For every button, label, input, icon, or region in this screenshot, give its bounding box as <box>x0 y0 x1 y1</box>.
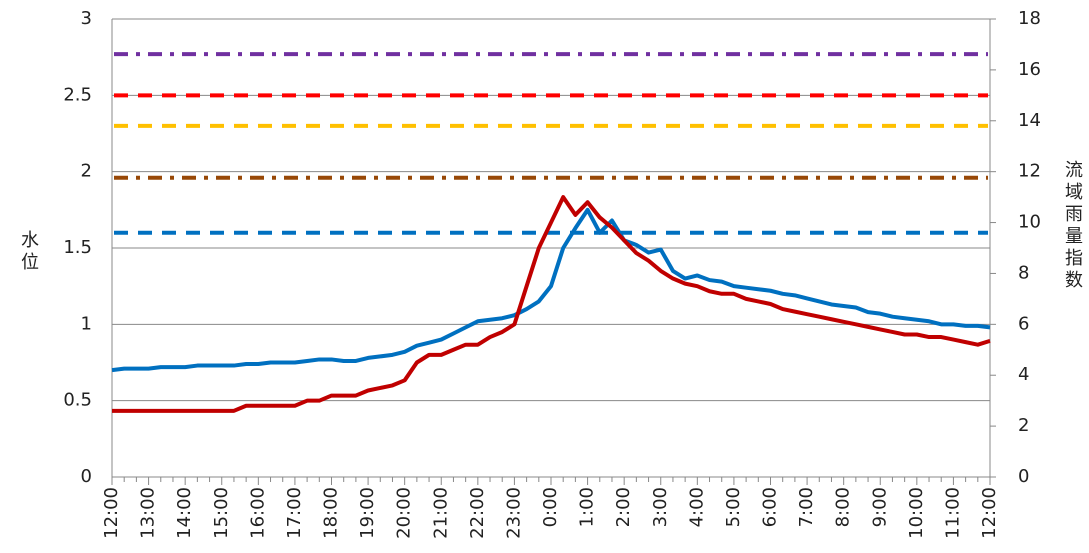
x-tick-label: 2:00 <box>613 487 634 527</box>
x-tick-label: 9:00 <box>869 487 890 527</box>
y2-tick-label: 2 <box>1018 415 1029 436</box>
x-tick-label: 17:00 <box>284 487 305 539</box>
x-tick-label: 1:00 <box>577 487 598 527</box>
series-line <box>111 207 991 373</box>
x-tick-label: 20:00 <box>394 487 415 539</box>
x-tick-label: 11:00 <box>942 487 963 539</box>
y2-tick-label: 10 <box>1018 212 1041 233</box>
y-tick-label: 3 <box>81 8 92 29</box>
x-tick-label: 7:00 <box>796 487 817 527</box>
x-tick-label: 16:00 <box>247 487 268 539</box>
y2-tick-label: 16 <box>1018 59 1041 80</box>
y2-tick-label: 14 <box>1018 110 1041 131</box>
y-tick-label: 0.5 <box>63 390 92 411</box>
x-tick-label: 22:00 <box>467 487 488 539</box>
y-axis-title: 水位 <box>18 230 39 274</box>
y2-tick-label: 4 <box>1018 364 1029 385</box>
y2-tick-label: 12 <box>1018 161 1041 182</box>
y-tick-label: 1.5 <box>63 237 92 258</box>
y2-tick-label: 8 <box>1018 262 1029 283</box>
y2-axis-title: 流域雨量指数 <box>1062 160 1083 292</box>
x-tick-label: 14:00 <box>174 487 195 539</box>
y-tick-label: 2 <box>81 161 92 182</box>
x-tick-label: 12:00 <box>101 487 122 539</box>
x-tick-label: 15:00 <box>211 487 232 539</box>
x-tick-label: 8:00 <box>833 487 854 527</box>
x-tick-label: 0:00 <box>540 487 561 527</box>
x-tick-label: 4:00 <box>686 487 707 527</box>
x-tick-label: 13:00 <box>138 487 159 539</box>
x-tick-label: 10:00 <box>906 487 927 539</box>
x-tick-label: 21:00 <box>430 487 451 539</box>
y-tick-label: 0 <box>81 466 92 487</box>
x-tick-label: 18:00 <box>321 487 342 539</box>
x-tick-label: 5:00 <box>723 487 744 527</box>
y2-tick-label: 6 <box>1018 313 1029 334</box>
y2-tick-label: 0 <box>1018 466 1029 487</box>
y-tick-label: 1 <box>81 313 92 334</box>
series-line <box>112 195 991 413</box>
y2-tick-label: 18 <box>1018 8 1041 29</box>
x-tick-label: 6:00 <box>760 487 781 527</box>
x-tick-label: 19:00 <box>357 487 378 539</box>
x-tick-label: 23:00 <box>503 487 524 539</box>
y-tick-label: 2.5 <box>63 84 92 105</box>
x-tick-label: 12:00 <box>979 487 1000 539</box>
x-tick-label: 3:00 <box>650 487 671 527</box>
